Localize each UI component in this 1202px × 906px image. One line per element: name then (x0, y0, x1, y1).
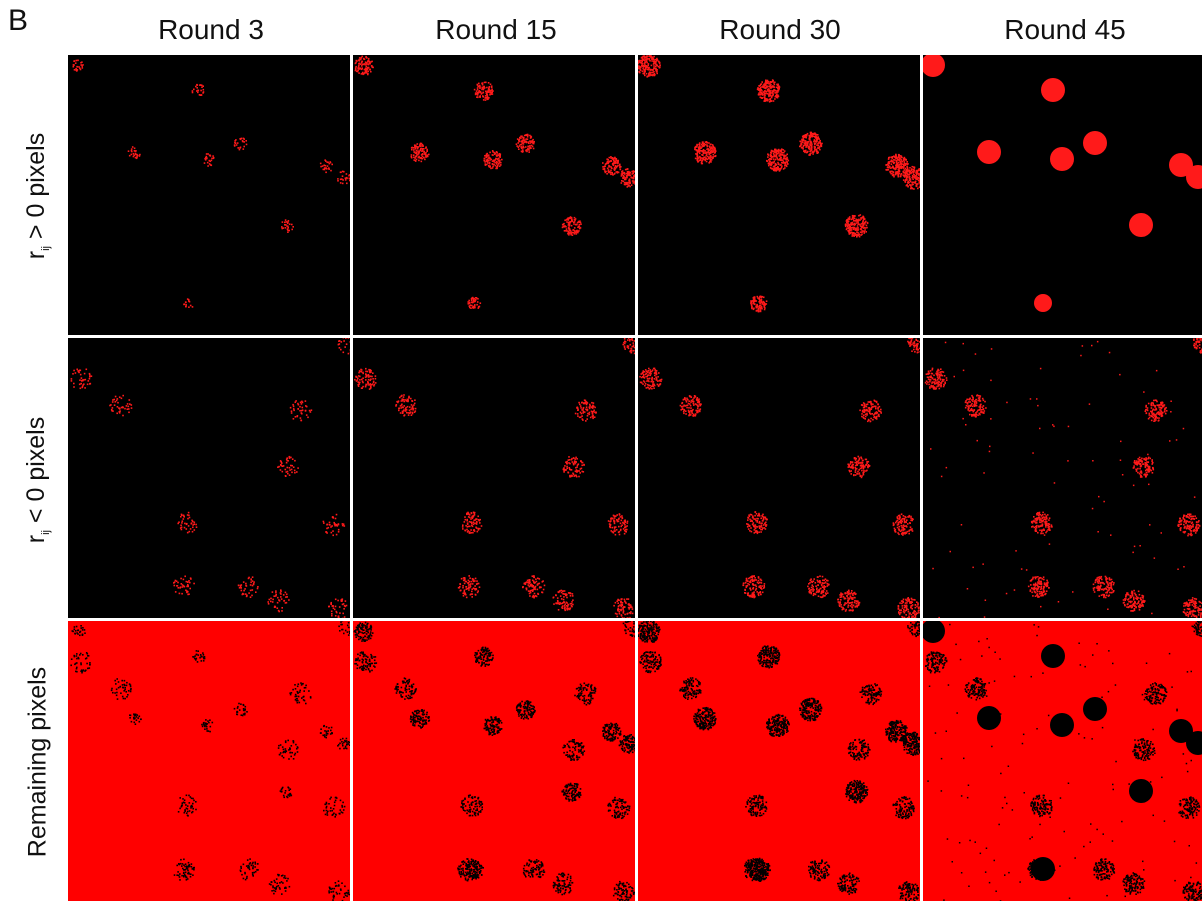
spots-layer (923, 55, 1202, 312)
column-header-round-30: Round 30 (719, 14, 841, 45)
tile-negative-round-15 (353, 338, 635, 618)
tile-negative-round-30 (638, 338, 920, 618)
image-grid (68, 55, 1202, 906)
tile-negative-round-45 (923, 338, 1202, 618)
spots-layer (639, 338, 920, 618)
spots-layer (923, 621, 1202, 901)
tile-positive-round-45 (923, 55, 1202, 335)
spots-layer (72, 59, 350, 308)
tile-remaining-round-15 (353, 621, 635, 901)
spots-layer (354, 55, 635, 309)
tile-positive-round-3 (68, 55, 350, 335)
spots-layer (924, 338, 1202, 618)
spots-layer (353, 621, 635, 901)
tile-remaining-round-45 (923, 621, 1202, 901)
panel-letter: B (8, 4, 29, 37)
spots-layer (70, 338, 350, 618)
spots-layer (638, 621, 920, 901)
spots-layer (354, 338, 635, 618)
tile-positive-round-30 (638, 55, 920, 335)
column-header-round-15: Round 15 (435, 14, 557, 45)
tile-negative-round-3 (68, 338, 350, 618)
column-header-round-45: Round 45 (1004, 14, 1126, 45)
spots-layer (638, 55, 920, 313)
spots-layer (70, 621, 350, 901)
tile-remaining-round-3 (68, 621, 350, 901)
tile-positive-round-15 (353, 55, 635, 335)
tile-remaining-round-30 (638, 621, 920, 901)
column-header-round-3: Round 3 (158, 14, 264, 45)
